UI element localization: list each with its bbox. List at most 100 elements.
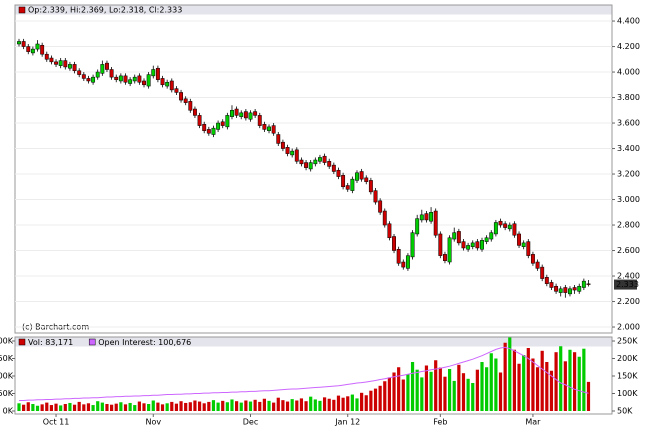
volume-bar (160, 404, 165, 411)
candle-body (114, 76, 119, 80)
volume-bar (137, 401, 141, 411)
candle-body (475, 241, 480, 249)
volume-bar (545, 362, 549, 411)
volume-bar (225, 402, 229, 411)
volume-bar (77, 401, 81, 411)
volume-bar (128, 402, 132, 411)
candle-body (86, 78, 91, 82)
volume-bar (221, 400, 225, 411)
volume-bar (336, 395, 341, 411)
price-legend: Op:2.339, Hi:2.369, Lo:2.318, Cl:2.333 (28, 6, 182, 15)
volume-bar (410, 362, 415, 411)
candle-body (558, 288, 563, 293)
candle-body (105, 62, 109, 70)
candle-body (373, 190, 378, 203)
volume-bar (549, 370, 554, 411)
candle-body (299, 159, 304, 165)
candle-body (58, 60, 63, 66)
legend-swatch (88, 338, 96, 346)
candle-body (248, 112, 253, 120)
volume-bar (480, 362, 484, 411)
price-header (15, 5, 612, 15)
volume-bar (244, 400, 248, 411)
candle-body (568, 288, 572, 295)
candle-body (67, 64, 72, 69)
volume-bar (498, 372, 503, 411)
y-tick-label: 150K (0, 354, 14, 363)
y-tick-label: 0K (3, 407, 14, 416)
y-tick-label: 3.800 (617, 93, 640, 102)
candle-body (142, 80, 146, 86)
candle-body (100, 64, 105, 74)
candle-body (521, 242, 526, 247)
volume-bar (123, 404, 128, 411)
volume-bar (54, 403, 58, 411)
y-tick-label: 2.800 (617, 221, 640, 230)
volume-bar (452, 380, 456, 411)
volume-bar (424, 365, 429, 411)
candle-body (572, 287, 577, 291)
volume-bar (503, 342, 507, 411)
candle-body (230, 110, 234, 117)
y2-tick-label: 100K (617, 389, 638, 398)
candle-body (30, 48, 35, 54)
y-tick-label: 100K (0, 372, 14, 381)
y-tick-label: 2.000 (617, 323, 640, 332)
candle-body (350, 178, 355, 191)
y-tick-label: 4.000 (617, 68, 640, 77)
candle-body (336, 169, 341, 177)
volume-bar (202, 403, 206, 411)
candle-body (424, 213, 429, 221)
candle-body (21, 41, 26, 47)
candle-body (91, 76, 96, 83)
candle-body (480, 240, 484, 250)
volume-bar (304, 401, 308, 411)
candle-body (452, 232, 457, 240)
volume-bar (369, 390, 373, 411)
volume-bar (540, 350, 544, 411)
candle-body (206, 129, 211, 134)
candle-body (586, 283, 591, 285)
x-tick-label: Nov (145, 418, 161, 427)
x-tick-label: Jan 12 (334, 418, 360, 427)
candle-body (549, 282, 554, 288)
candle-body (280, 141, 285, 149)
volume-bar (415, 369, 419, 411)
volume-bar (267, 400, 271, 411)
candle-body (192, 108, 197, 116)
candle-body (405, 255, 410, 269)
volume-bar (573, 352, 577, 411)
candle-body (77, 70, 82, 75)
volume-bar (63, 404, 67, 411)
legend-swatch (18, 338, 26, 346)
volume-bar (31, 404, 35, 411)
volume-bar (512, 349, 517, 411)
volume-bar (508, 337, 512, 411)
candle-body (285, 147, 290, 154)
candle-body (253, 111, 258, 116)
volume-bar (110, 404, 114, 411)
candle-body (364, 177, 369, 182)
volume-bar (26, 402, 30, 411)
candle-body (308, 162, 313, 170)
candle-body (493, 222, 498, 235)
volume-bar (100, 402, 104, 411)
volume-bar (577, 356, 581, 411)
candle-body (535, 261, 540, 269)
candle-body (368, 180, 373, 193)
volume-bar (207, 401, 211, 411)
volume-bar (235, 401, 239, 411)
x-tick-label: Feb (433, 418, 447, 427)
y-tick-label: 3.400 (617, 144, 640, 153)
volume-bar (373, 388, 378, 411)
candle-body (179, 92, 184, 101)
y-tick-label: 2.200 (617, 297, 640, 306)
volume-bar (387, 377, 391, 411)
candle-body (128, 79, 133, 84)
candle-body (63, 60, 68, 68)
volume-bar (383, 381, 387, 411)
volume-bar (105, 404, 109, 411)
volume-bar (82, 404, 86, 411)
y2-tick-label: 200K (617, 354, 638, 363)
